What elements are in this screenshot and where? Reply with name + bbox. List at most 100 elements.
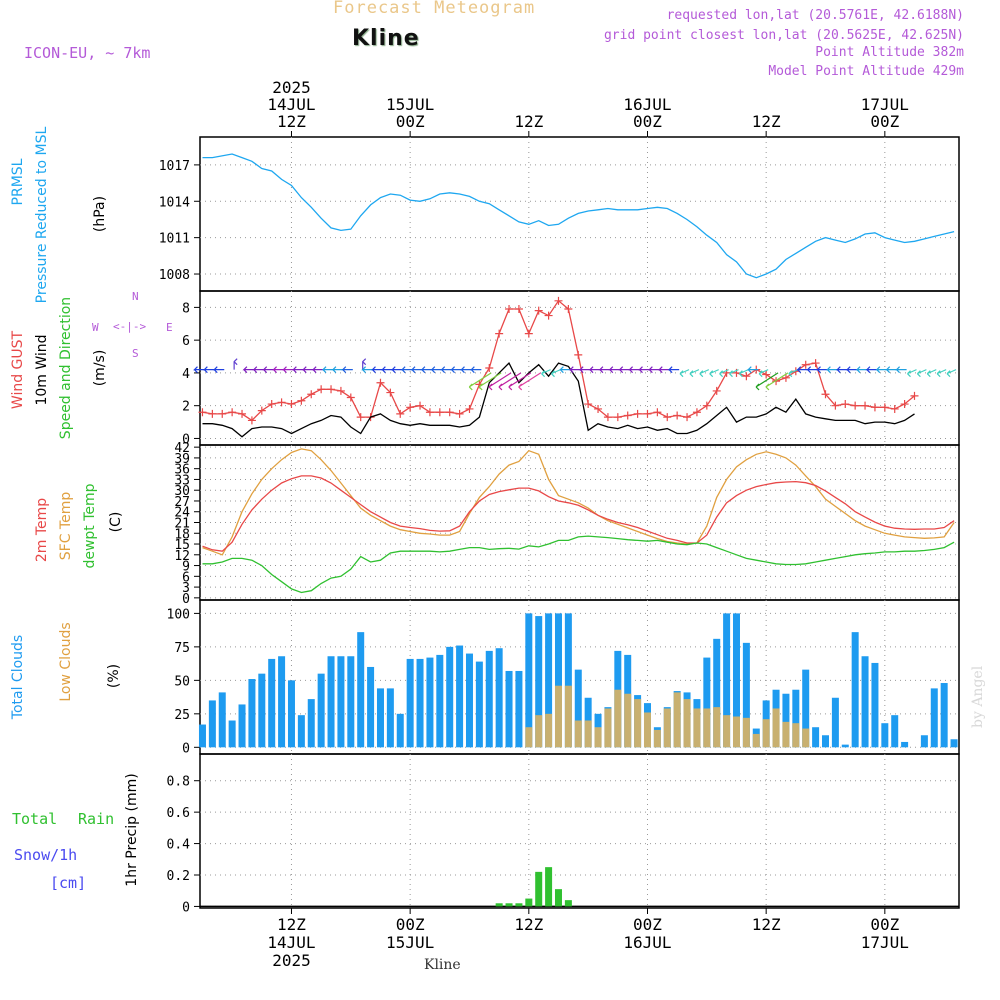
wind-gust-line-marker [890, 404, 899, 413]
wind-direction-arrow [865, 366, 877, 374]
y-tick-label: 24 [174, 506, 190, 521]
wind-gust-line-marker [633, 409, 642, 418]
y-tick-label: 1017 [159, 159, 190, 174]
bottom-date-label: 15JUL [386, 933, 434, 952]
legend-snow-label: Snow/1h [14, 846, 77, 864]
low-cloud-bar [713, 707, 721, 748]
wind-direction-arrow [638, 366, 650, 374]
wind-direction-arrow [855, 366, 868, 374]
y-tick-label: 75 [174, 641, 190, 656]
y-tick-label: 0 [182, 900, 190, 915]
precip-title: 1hr Precip (mm) [124, 773, 140, 886]
total-cloud-bar [940, 683, 948, 748]
compass-e-label: E [166, 321, 173, 334]
y-tick-label: 0.8 [167, 775, 190, 790]
total-cloud-bar [821, 735, 829, 748]
y-tick-label: 27 [174, 495, 190, 510]
total-cloud-bar [574, 669, 582, 748]
footer-station: Kline [424, 957, 461, 973]
top-hour-label: 12Z [514, 112, 543, 131]
low-cloud-bar [594, 727, 602, 748]
low-cloud-bar [752, 733, 760, 748]
rain-bar [535, 871, 543, 907]
wind-direction-arrow [478, 372, 502, 391]
total-cloud-bar [495, 648, 503, 748]
point-altitude: Point Altitude 382m [815, 45, 964, 60]
pressure-unit: (hPa) [92, 196, 108, 232]
y-tick-label: 8 [182, 301, 190, 316]
y-tick-label: 100 [167, 607, 190, 622]
wind-gust-line-marker [574, 350, 583, 359]
legend-rain-label: Rain [78, 810, 114, 828]
wind-direction-arrow [885, 366, 897, 374]
wind-10m-line [202, 362, 915, 438]
compass-n-label: N [132, 290, 139, 303]
wind-gust-line-marker [534, 306, 543, 315]
product-title: Forecast Meteogram [333, 0, 536, 18]
total-cloud-bar [248, 679, 256, 748]
total-cloud-bar [782, 693, 790, 748]
total-cloud-bar [732, 613, 740, 748]
rain-bar [525, 898, 533, 907]
wind-direction-arrow [212, 366, 225, 374]
wind-direction-arrow [738, 369, 749, 378]
low-cloud-bar [673, 692, 681, 748]
total-cloud-bar [307, 699, 315, 748]
panel-frame-5 [199, 753, 960, 909]
y-tick-label: 50 [174, 674, 190, 689]
wind-gust-line-marker [425, 408, 434, 417]
panel-frame-2 [199, 290, 960, 446]
temp-sfc-title: SFC Temp [58, 492, 74, 561]
total-cloud-bar [198, 724, 206, 748]
bottom-hour-label: 00Z [633, 915, 662, 934]
wind-gust-line-marker [781, 373, 790, 382]
wind-gust-line [202, 299, 915, 422]
total-cloud-bar [367, 666, 375, 748]
total-cloud-bar [792, 689, 800, 748]
low-cloud-bar [574, 720, 582, 748]
low-cloud-bar [802, 728, 810, 748]
temp-dewpt-title: dewpt Temp [82, 483, 98, 568]
top-date-label: 15JUL [386, 95, 434, 114]
total-cloud-bar [554, 613, 562, 748]
wind-gust-line-marker [613, 413, 622, 422]
wind-direction-arrow [450, 366, 462, 374]
low-cloud-bar [703, 708, 711, 748]
low-cloud-bar [584, 720, 592, 748]
total-cloud-bar [258, 673, 266, 748]
wind-gust-line-marker [495, 329, 504, 338]
wind-gust-line-marker [594, 404, 603, 413]
wind-direction-arrow [719, 369, 729, 378]
wind-direction-arrow [608, 366, 620, 374]
total-cloud-bar [802, 669, 810, 748]
wind-direction-arrow [729, 369, 739, 378]
pressure-title: PRMSL [10, 158, 26, 205]
wind-direction-arrow [440, 366, 452, 374]
wind-direction-arrow [400, 366, 413, 374]
compass-w-label: W [92, 321, 99, 334]
top-hour-label: 12Z [752, 112, 781, 131]
y-tick-label: 25 [174, 708, 190, 723]
low-cloud-bar [693, 708, 701, 748]
wind-gust-line-marker [228, 408, 237, 417]
wind-direction-arrow [618, 366, 630, 374]
total-cloud-bar [871, 662, 879, 748]
wind-gust-line-marker [307, 390, 316, 399]
station-title: Kline [352, 26, 420, 51]
wind-gust-line-marker [653, 408, 662, 417]
wind-gust-line-marker [247, 416, 256, 425]
total-cloud-bar [564, 613, 572, 748]
wind-direction-arrow [765, 372, 789, 391]
wind-direction-arrow [598, 366, 610, 374]
y-tick-label: 39 [174, 452, 190, 467]
total-cloud-bar [347, 656, 355, 748]
requested-coords: requested lon,lat (20.5761E, 42.6188N) [666, 8, 964, 23]
total-cloud-bar [465, 653, 473, 748]
y-tick-label: 6 [182, 334, 190, 349]
low-cloud-bar [683, 699, 691, 748]
wind-gust-line-marker [386, 388, 395, 397]
wind-gust-line-marker [603, 413, 612, 422]
total-cloud-bar [713, 638, 721, 748]
total-cloud-bar [723, 613, 731, 748]
low-cloud-bar [792, 723, 800, 748]
